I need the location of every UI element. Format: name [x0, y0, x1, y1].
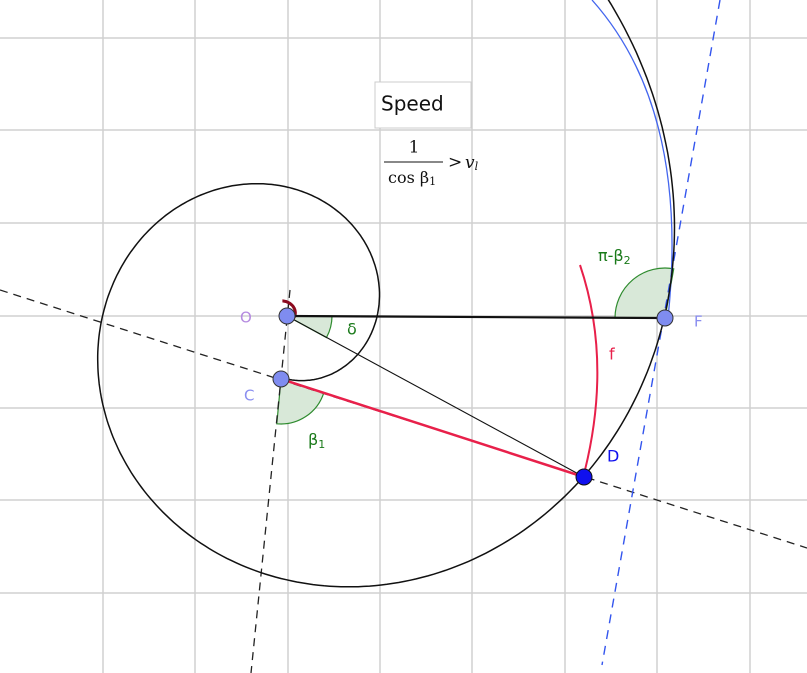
point-o[interactable]	[278, 307, 296, 325]
spiral	[96, 0, 676, 588]
point-c[interactable]	[272, 370, 290, 388]
segment-cd	[280, 377, 585, 479]
angle-pi-beta2	[614, 267, 675, 319]
segment-od	[286, 315, 585, 478]
formula: 1 cos β1 > vl	[384, 138, 479, 189]
label-o: O	[240, 309, 252, 327]
point-f[interactable]	[656, 309, 674, 327]
title-text: Speed	[381, 92, 444, 116]
title-box	[374, 81, 472, 129]
label-beta1: β1	[308, 430, 325, 452]
label-pi-beta2: π-β2	[598, 246, 631, 268]
relation: >	[448, 153, 462, 173]
blue-arc	[591, 0, 673, 319]
rhs: vl	[465, 153, 479, 174]
label-f-curve: f	[609, 345, 615, 364]
curve-f	[579, 264, 599, 471]
dashed-line-oc	[250, 289, 291, 673]
segment-of	[286, 314, 666, 320]
denominator: cos β1	[388, 168, 436, 189]
label-f: F	[694, 313, 703, 331]
label-c: C	[244, 387, 254, 405]
label-d: D	[607, 447, 619, 466]
label-delta: δ	[347, 320, 357, 339]
point-d[interactable]	[575, 468, 593, 486]
numerator: 1	[409, 138, 420, 158]
